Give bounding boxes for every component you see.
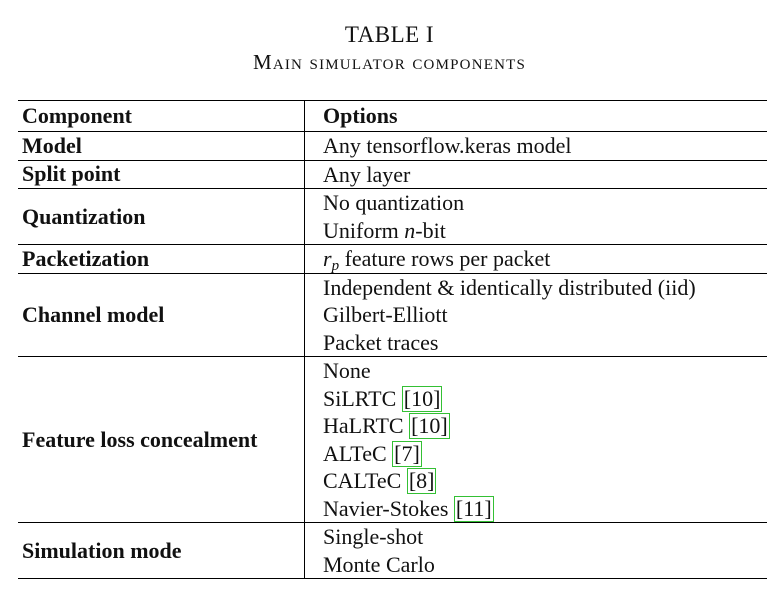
option-item: CALTeC [8] [323, 468, 437, 494]
option-item: No quantization [323, 190, 465, 215]
option-item: Uniform n-bit [323, 217, 446, 243]
table-row: Quantization No quantization Uniform n-b… [18, 189, 767, 245]
option-item: Any tensorflow.keras model [323, 133, 572, 158]
row-component: Split point [18, 160, 305, 188]
option-item: Any layer [323, 161, 411, 187]
option-item: ALTeC [7] [323, 440, 422, 467]
table-row: Model Any tensorflow.keras model [18, 132, 767, 161]
row-options: Independent & identically distributed (i… [305, 274, 767, 357]
row-component: Model [18, 132, 305, 160]
option-item: Monte Carlo [323, 551, 435, 577]
row-options: rp feature rows per packet [305, 245, 767, 274]
table-label: TABLE I [344, 22, 435, 47]
table-row: Channel model Independent & identically … [18, 273, 767, 357]
header-component: Component [18, 101, 305, 131]
row-options: Any layer [305, 161, 767, 189]
row-options: No quantization Uniform n-bit [305, 189, 767, 244]
option-item: Navier-Stokes [11] [323, 495, 494, 522]
row-options: Single-shot Monte Carlo [305, 523, 767, 578]
citation-link[interactable]: [10] [409, 413, 450, 439]
option-item: Single-shot [323, 524, 424, 549]
row-component: Feature loss concealment [18, 357, 305, 522]
row-component: Simulation mode [18, 523, 305, 578]
row-component: Packetization [18, 245, 305, 273]
option-item: SiLRTC [10] [323, 385, 443, 412]
table-header-row: Component Options [18, 100, 767, 132]
citation-link[interactable]: [8] [406, 468, 437, 494]
option-item: HaLRTC [10] [323, 413, 450, 439]
table-title: Main simulator components [252, 50, 527, 74]
row-component: Quantization [18, 189, 305, 244]
row-options: None SiLRTC [10] HaLRTC [10] ALTeC [7] C… [305, 357, 767, 522]
option-item: Independent & identically distributed (i… [323, 274, 696, 300]
table-row: Split point Any layer [18, 160, 767, 189]
option-item: Gilbert-Elliott [323, 302, 448, 327]
header-options: Options [323, 103, 398, 129]
table-row: Feature loss concealment None SiLRTC [10… [18, 357, 767, 523]
citation-link[interactable]: [7] [392, 440, 422, 467]
option-item: rp feature rows per packet [323, 246, 551, 274]
row-component: Channel model [18, 273, 305, 356]
citation-link[interactable]: [10] [401, 385, 443, 412]
table-row: Packetization rp feature rows per packet [18, 245, 767, 274]
citation-link[interactable]: [11] [453, 495, 494, 522]
option-item: None [323, 358, 371, 383]
option-item: Packet traces [323, 329, 439, 355]
row-options: Any tensorflow.keras model [305, 132, 767, 160]
components-table: Component Options Model Any tensorflow.k… [18, 100, 767, 579]
table-row: Simulation mode Single-shot Monte Carlo [18, 523, 767, 579]
